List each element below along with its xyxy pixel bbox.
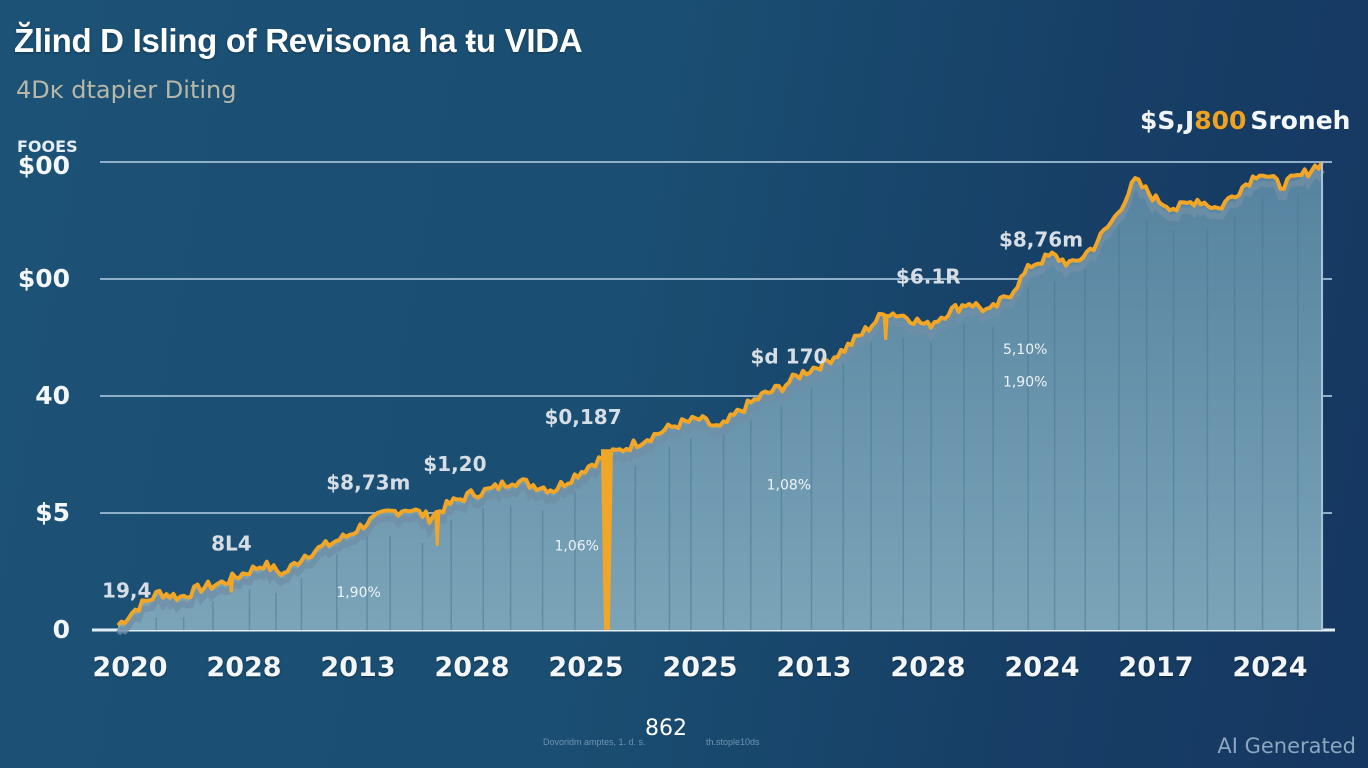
value-annotation: $0,187	[544, 405, 621, 429]
y-axis-unit-label: FOOES	[17, 137, 78, 156]
series-dip	[882, 316, 889, 340]
footer-caption-left: Dovoridm amptes, 1. d. s.	[543, 737, 646, 747]
footer-number: 862	[645, 716, 687, 741]
chart-title: Z̆lind D Isling of Revisona ha ŧu VIDA	[14, 22, 583, 59]
percent-label: 1,06%	[555, 538, 599, 554]
percent-label: 1,08%	[767, 478, 811, 494]
y-tick-label: $00	[17, 151, 70, 180]
percent-label: 1,90%	[1003, 375, 1047, 391]
series-dip	[228, 578, 235, 593]
value-annotation: 19,4	[102, 578, 151, 602]
y-tick-label: $00	[17, 264, 70, 293]
series-dip	[434, 512, 441, 546]
percent-label: 1,90%	[336, 585, 380, 601]
series-line	[116, 161, 1324, 627]
value-annotation: $8,76m	[999, 227, 1083, 251]
y-tick-label: $5	[35, 498, 70, 527]
x-tick-label: 2028	[206, 652, 282, 683]
x-tick-label: 2024	[1232, 652, 1308, 683]
x-tick-label: 2025	[662, 652, 738, 683]
percent-label: 5,10%	[1003, 342, 1047, 358]
value-annotation: 8L4	[211, 531, 252, 555]
value-annotation: $d 170	[750, 344, 827, 368]
chart-subtitle: 4Dĸ dtapier Diting	[16, 76, 237, 104]
value-annotation: $8,73m	[326, 471, 410, 495]
series-shadow	[115, 168, 1325, 636]
value-annotation: $1,20	[423, 452, 486, 476]
y-tick-label: 40	[35, 381, 70, 410]
footer-caption-right: th.stople10ds	[706, 737, 760, 747]
value-annotation: $6.1R	[896, 265, 961, 289]
headline-accent: 800	[1194, 106, 1247, 135]
x-tick-label: 2013	[776, 652, 852, 683]
ai-generated-watermark: AI Generated	[1217, 734, 1356, 758]
x-tick-label: 2024	[1004, 652, 1080, 683]
x-tick-label: 2020	[92, 652, 168, 683]
x-tick-label: 2013	[320, 652, 396, 683]
series-dip	[600, 449, 613, 630]
headline-value: $S,J800 Sroneh	[1140, 106, 1350, 135]
headline-suffix: Sroneh	[1250, 106, 1351, 135]
x-tick-label: 2017	[1118, 652, 1194, 683]
y-tick-label: 0	[52, 615, 70, 644]
x-tick-label: 2028	[434, 652, 510, 683]
x-tick-label: 2025	[548, 652, 624, 683]
headline-prefix: $S,J	[1140, 106, 1195, 135]
x-tick-label: 2028	[890, 652, 966, 683]
